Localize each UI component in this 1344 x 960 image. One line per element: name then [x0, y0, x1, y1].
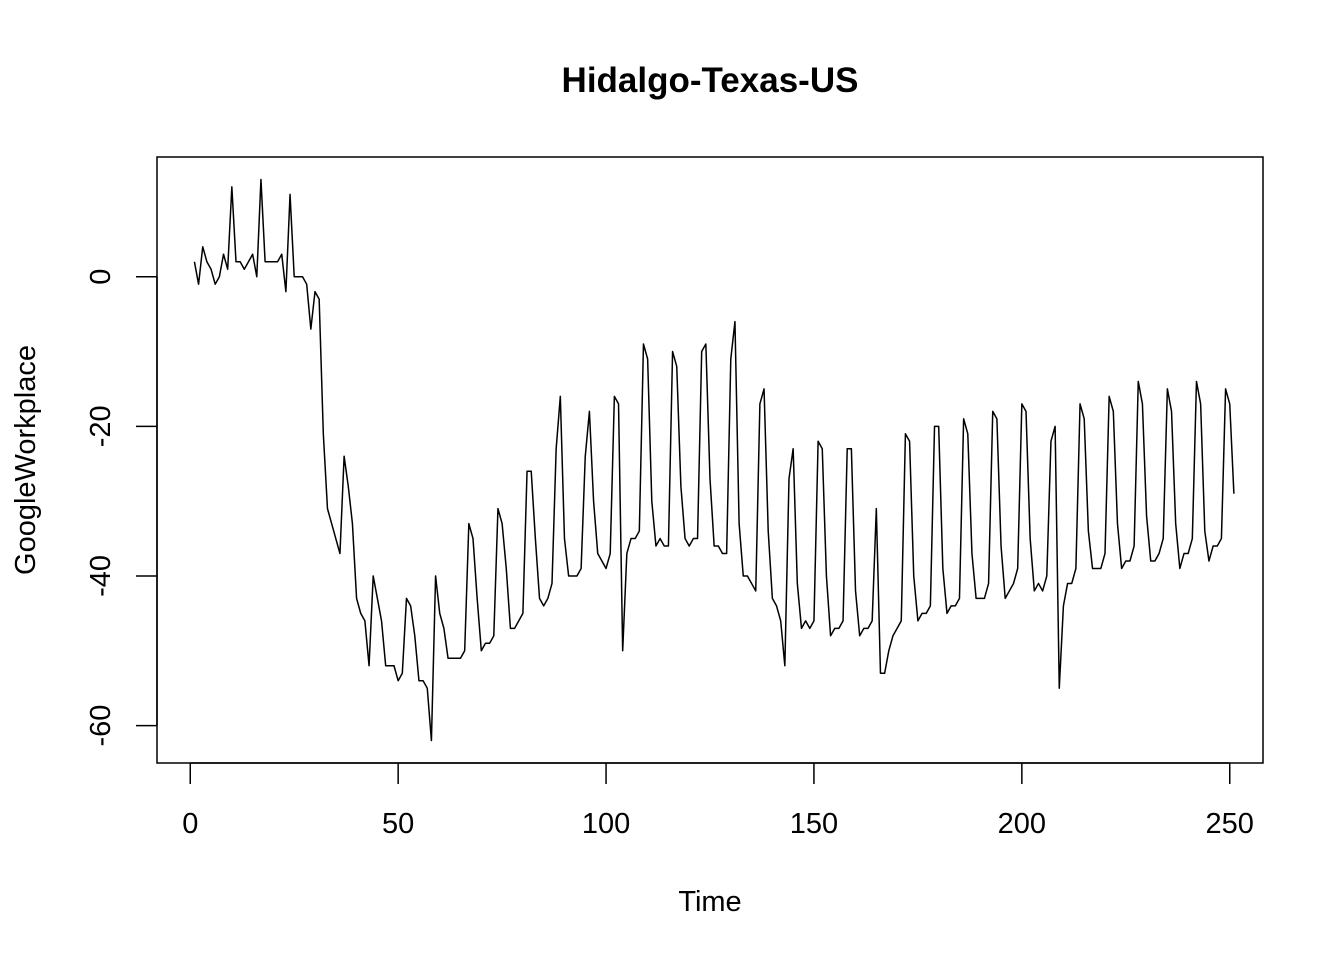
y-axis-label: GoogleWorkplace: [10, 345, 42, 575]
x-tick-label: 0: [182, 808, 198, 840]
x-tick-label: 100: [582, 808, 630, 840]
x-tick-label: 250: [1206, 808, 1254, 840]
y-axis: 0 -20 -40 -60: [85, 269, 158, 747]
x-axis: 0 50 100 150 200 250: [182, 762, 1254, 840]
y-tick-label: -40: [85, 555, 117, 597]
x-tick-label: 50: [382, 808, 414, 840]
series-line: [193, 178, 1235, 742]
chart-title: Hidalgo-Texas-US: [562, 61, 859, 100]
y-tick-label: -20: [85, 405, 117, 447]
series-layer: [193, 178, 1235, 742]
x-tick-label: 150: [790, 808, 838, 840]
y-tick-label: -60: [85, 705, 117, 747]
y-tick-label: 0: [85, 269, 117, 285]
x-tick-label: 200: [998, 808, 1046, 840]
x-axis-label: Time: [678, 886, 741, 918]
